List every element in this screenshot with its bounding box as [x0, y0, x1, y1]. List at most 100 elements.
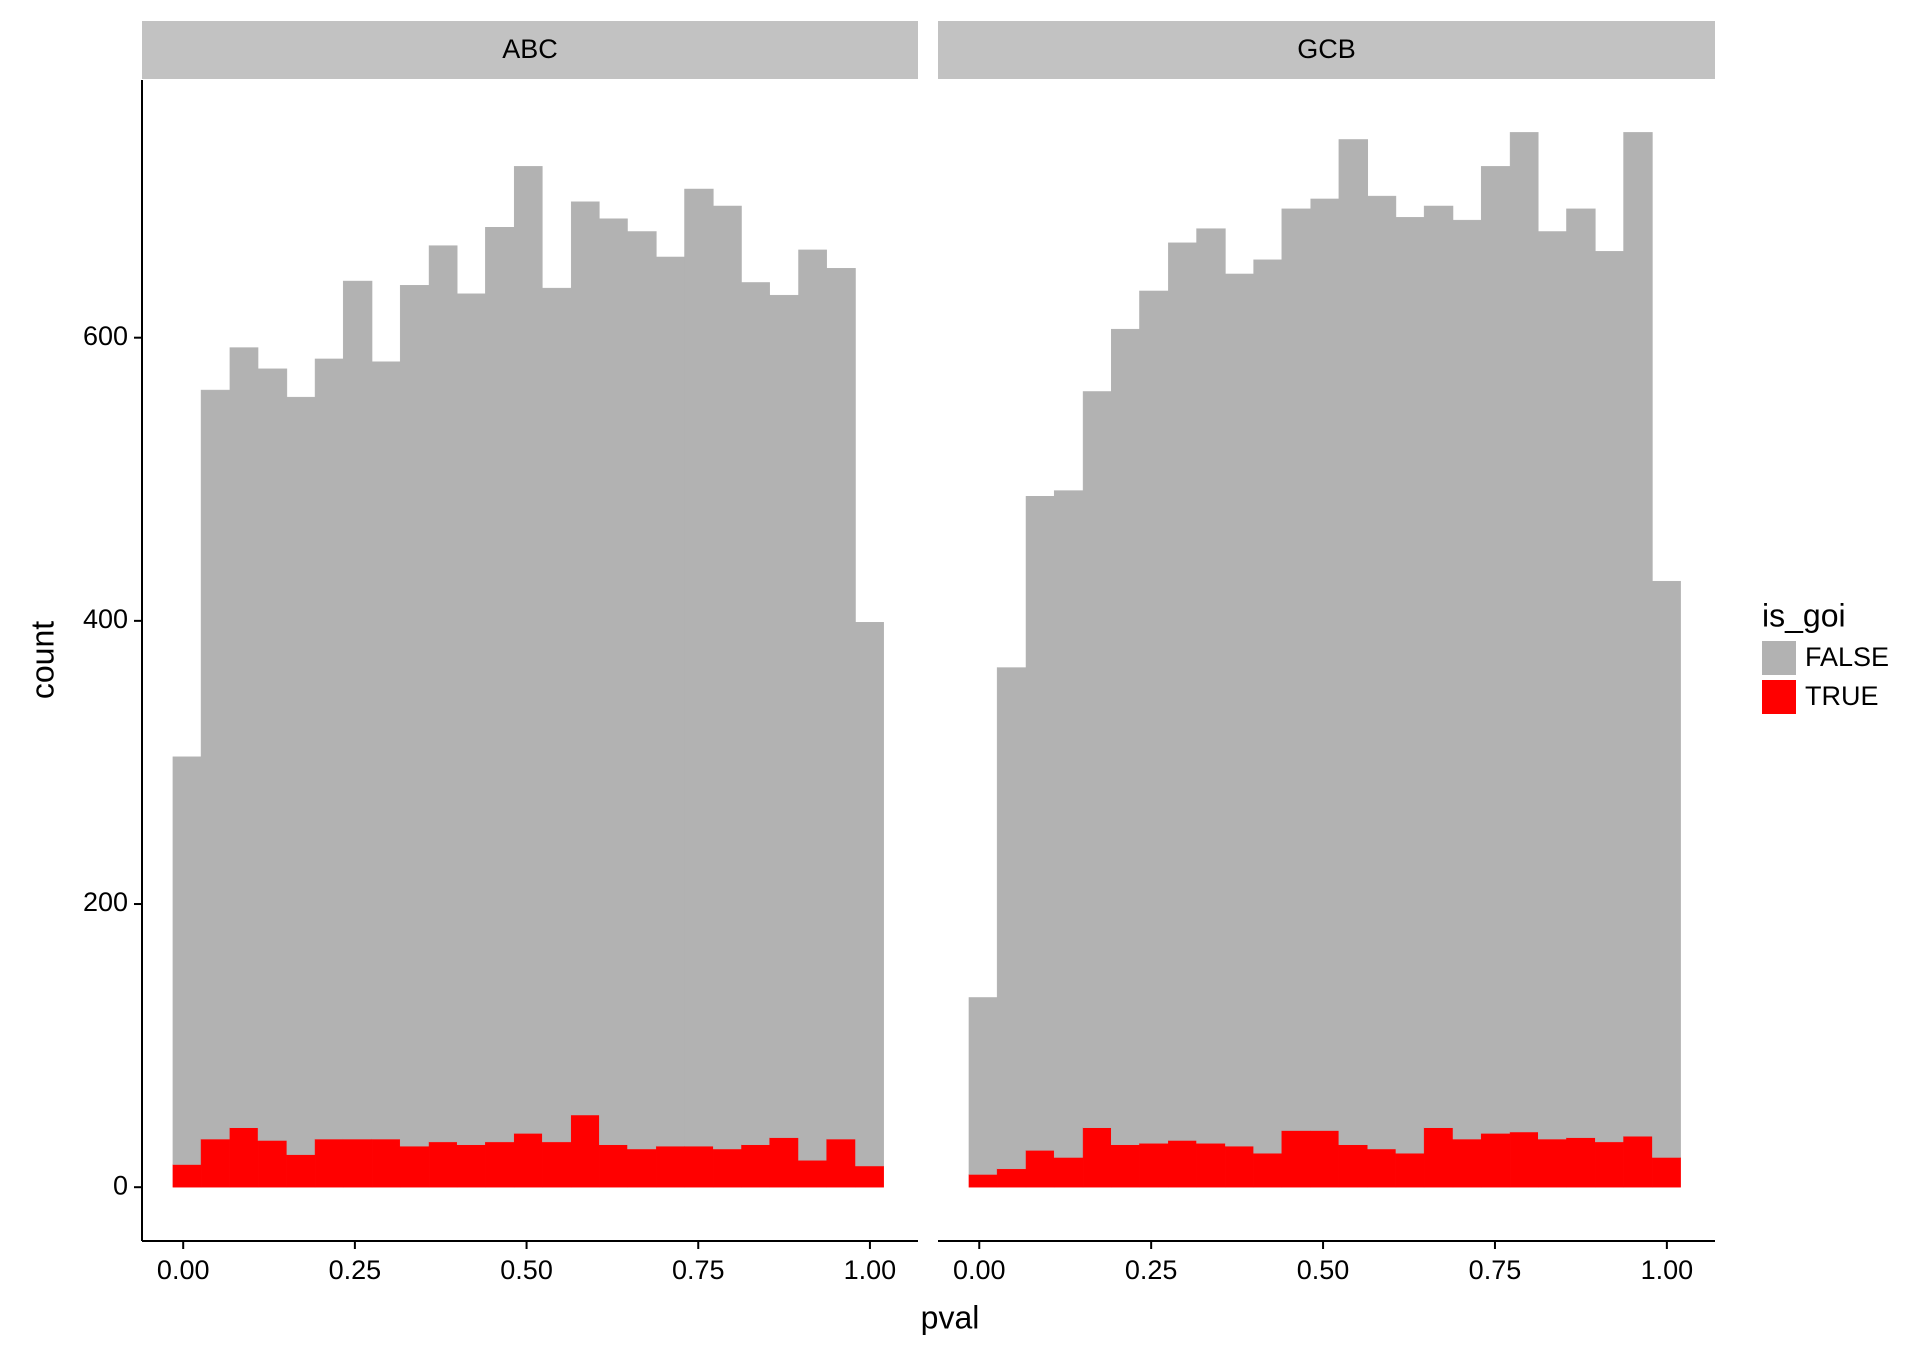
bar — [1452, 1138, 1482, 1188]
bar — [1111, 328, 1140, 1145]
bar — [342, 1138, 373, 1188]
x-tick-label: 0.00 — [953, 1255, 1006, 1285]
bar — [1082, 391, 1112, 1128]
bar — [996, 667, 1027, 1170]
bar — [513, 1133, 543, 1188]
bar — [1025, 1150, 1055, 1188]
x-tick-label: 1.00 — [1641, 1255, 1694, 1285]
bar — [656, 256, 685, 1147]
bar — [1595, 1141, 1624, 1188]
bar — [1566, 1137, 1596, 1188]
bar — [1452, 219, 1482, 1140]
bar — [1623, 1135, 1653, 1188]
bar — [1168, 242, 1197, 1141]
bar — [1253, 259, 1283, 1154]
bar — [627, 231, 657, 1150]
bar — [200, 389, 231, 1140]
bar — [1139, 1143, 1169, 1188]
bar — [1652, 1157, 1681, 1188]
bar — [1053, 1157, 1084, 1188]
bar — [314, 358, 344, 1140]
y-tick-label: 0 — [113, 1170, 128, 1200]
bar — [229, 1127, 259, 1188]
bar — [1082, 1127, 1112, 1188]
legend-title: is_goi — [1762, 597, 1846, 633]
bar — [968, 1174, 998, 1188]
bar — [1225, 273, 1254, 1147]
bar — [599, 218, 628, 1145]
bar — [428, 245, 458, 1143]
x-tick-label: 0.25 — [329, 1255, 382, 1285]
bar — [371, 361, 401, 1140]
facet-label: GCB — [1297, 34, 1356, 64]
x-tick-label: 0.50 — [500, 1255, 553, 1285]
bar — [996, 1168, 1027, 1188]
bar — [826, 1138, 856, 1188]
bar — [456, 293, 486, 1145]
bar — [1053, 490, 1084, 1158]
bar — [286, 396, 316, 1155]
bar — [1310, 198, 1340, 1131]
facet-strip — [938, 21, 1715, 79]
facet-strip — [142, 21, 918, 79]
bar — [1338, 1144, 1369, 1188]
bar — [713, 205, 742, 1150]
bar — [713, 1148, 742, 1188]
legend-key — [1762, 641, 1796, 675]
bar — [200, 1138, 231, 1188]
facet-label: ABC — [502, 34, 558, 64]
bar — [1566, 208, 1596, 1138]
bar — [399, 285, 430, 1147]
bar — [1225, 1145, 1254, 1188]
bar — [1595, 251, 1624, 1143]
bar — [1480, 1133, 1511, 1188]
bar — [428, 1141, 458, 1188]
bar — [798, 1160, 827, 1188]
bar — [257, 368, 288, 1141]
bar — [1395, 1152, 1425, 1188]
bar — [1367, 1148, 1397, 1188]
bar — [1310, 1130, 1340, 1188]
bar — [342, 280, 373, 1140]
bar — [399, 1145, 430, 1188]
bar — [1111, 1144, 1140, 1188]
bar — [627, 1148, 657, 1188]
bar — [599, 1144, 628, 1188]
bar — [1652, 580, 1681, 1158]
bar — [769, 1137, 799, 1188]
bar — [1623, 132, 1653, 1137]
bar — [172, 1164, 202, 1188]
bar — [1423, 1127, 1454, 1188]
x-tick-label: 1.00 — [844, 1255, 897, 1285]
bar — [513, 166, 543, 1134]
bar — [1281, 1130, 1311, 1188]
bar — [1139, 290, 1169, 1144]
bar — [769, 294, 799, 1138]
bar — [1253, 1152, 1283, 1188]
bar — [172, 756, 202, 1165]
y-axis-title: count — [24, 621, 60, 699]
bar — [741, 1144, 770, 1188]
bar — [1196, 228, 1226, 1144]
x-tick-label: 0.25 — [1125, 1255, 1178, 1285]
bar — [968, 997, 998, 1175]
bar — [371, 1138, 401, 1188]
x-axis-title: pval — [921, 1299, 980, 1335]
bar — [855, 622, 884, 1167]
x-tick-label: 0.00 — [157, 1255, 210, 1285]
bar — [1168, 1140, 1197, 1188]
bar — [1509, 132, 1539, 1133]
bar — [1338, 139, 1369, 1145]
y-tick-label: 200 — [83, 887, 128, 917]
x-tick-label: 0.50 — [1297, 1255, 1350, 1285]
bar — [570, 201, 600, 1116]
bar — [314, 1138, 344, 1188]
x-tick-label: 0.75 — [1469, 1255, 1522, 1285]
bar — [855, 1165, 884, 1188]
bar — [485, 226, 515, 1143]
bar — [1367, 195, 1397, 1150]
bar — [542, 287, 572, 1143]
bar — [229, 347, 259, 1128]
bar — [456, 1144, 486, 1188]
